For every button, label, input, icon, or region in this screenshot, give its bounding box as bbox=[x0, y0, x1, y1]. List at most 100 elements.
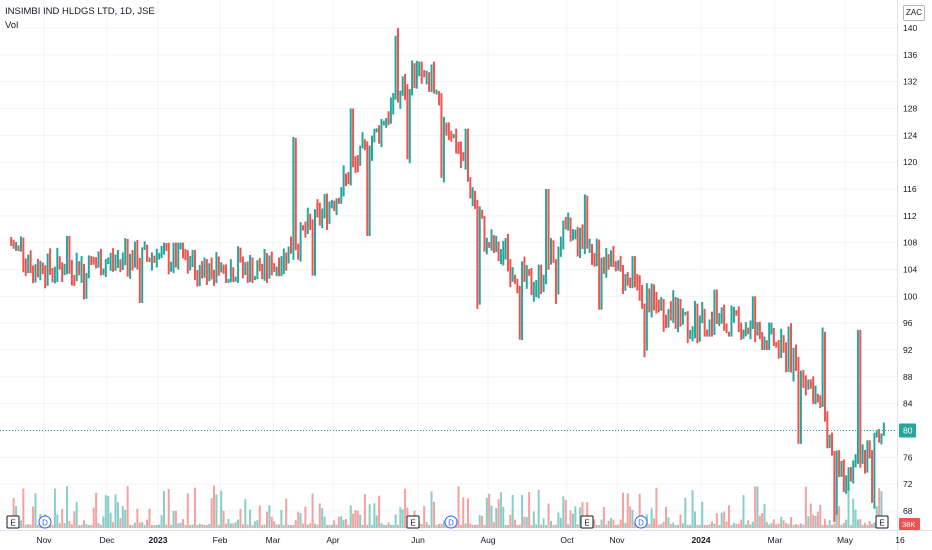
currency-button[interactable]: ZAC bbox=[903, 5, 925, 21]
dividend-marker-circle bbox=[634, 515, 648, 529]
volume-bar bbox=[129, 524, 132, 528]
volume-bar bbox=[56, 514, 59, 528]
volume-bar bbox=[564, 499, 567, 528]
volume-bar bbox=[61, 508, 64, 528]
volume-bar bbox=[838, 506, 841, 528]
dividend-marker[interactable]: D bbox=[634, 515, 648, 529]
symbol-title: INSIMBI IND HLDGS LTD, 1D, JSE bbox=[5, 6, 155, 17]
volume-bar bbox=[650, 508, 653, 528]
volume-bar bbox=[617, 524, 620, 528]
volume-bar bbox=[523, 516, 526, 528]
volume-bar bbox=[22, 488, 25, 528]
volume-bar bbox=[557, 512, 560, 528]
price-tick-label: 92 bbox=[903, 345, 913, 355]
volume-bar bbox=[73, 511, 76, 528]
volume-bar bbox=[19, 520, 22, 528]
dividend-marker[interactable]: D bbox=[38, 515, 52, 529]
volume-bar bbox=[554, 524, 557, 528]
volume-bar bbox=[304, 506, 307, 528]
earnings-marker[interactable]: E bbox=[580, 515, 594, 529]
volume-bar bbox=[698, 524, 701, 528]
volume-bar bbox=[826, 524, 829, 528]
price-tick-label: 96 bbox=[903, 318, 913, 328]
price-tick-label: 112 bbox=[903, 211, 917, 221]
volume-bar bbox=[306, 524, 309, 528]
volume-bar bbox=[371, 524, 373, 528]
volume-bar bbox=[720, 512, 723, 528]
volume-bar bbox=[114, 494, 117, 528]
volume-bar bbox=[481, 515, 484, 528]
volume-bar bbox=[299, 513, 302, 528]
volume-bar bbox=[537, 489, 540, 528]
volume-bar bbox=[186, 493, 189, 528]
volume-bar bbox=[220, 490, 223, 528]
volume-bar bbox=[763, 504, 766, 528]
volume-bar bbox=[437, 524, 440, 528]
volume-bar bbox=[287, 524, 290, 528]
volume-bar bbox=[246, 524, 249, 528]
volume-bar bbox=[294, 520, 297, 528]
volume-bar bbox=[730, 524, 733, 528]
dividend-marker-label: D bbox=[448, 519, 454, 528]
earnings-marker[interactable]: E bbox=[875, 515, 889, 529]
price-axis[interactable]: 68 72 76 80 84 88 92 96 100 104 108 112 116 120 124 128… bbox=[903, 23, 917, 516]
volume-bar bbox=[864, 522, 866, 528]
volume-bar bbox=[368, 504, 371, 528]
time-tick-label: Mar bbox=[266, 535, 281, 545]
volume-bar bbox=[326, 524, 328, 528]
volume-bar bbox=[780, 516, 783, 528]
time-tick-label: Apr bbox=[326, 535, 339, 545]
volume-bar bbox=[318, 503, 321, 528]
volume-bar bbox=[728, 505, 731, 528]
earnings-marker[interactable]: E bbox=[406, 515, 420, 529]
dividend-marker-label: D bbox=[42, 519, 48, 528]
volume-bar bbox=[316, 524, 319, 528]
volume-bar bbox=[466, 498, 469, 528]
volume-bar bbox=[133, 522, 136, 528]
volume-bar bbox=[290, 524, 292, 528]
volume-bar bbox=[278, 524, 280, 528]
volume-bar bbox=[516, 524, 519, 528]
volume-bar bbox=[859, 519, 862, 528]
price-tick-label: 100 bbox=[903, 291, 917, 301]
volume-bar bbox=[213, 485, 216, 528]
volume-bar bbox=[610, 517, 613, 528]
time-axis[interactable]: Nov Dec 2023 Feb Mar Apr Jun Aug Oct Nov 2024 Mar Ma… bbox=[36, 535, 905, 545]
volume-bar bbox=[735, 523, 738, 528]
volume-bar bbox=[686, 524, 689, 528]
volume-bar bbox=[361, 524, 364, 528]
volume-bar bbox=[136, 508, 139, 528]
volume-bar bbox=[184, 524, 187, 528]
volume-bar bbox=[29, 524, 32, 528]
volume-bar bbox=[58, 523, 61, 528]
earnings-marker[interactable]: E bbox=[6, 515, 20, 529]
volume-bar bbox=[476, 524, 479, 528]
volume-bar bbox=[66, 486, 69, 528]
volume-bar bbox=[363, 493, 366, 528]
volume-bar bbox=[378, 495, 381, 528]
volume-bar bbox=[34, 493, 37, 528]
volume-bar bbox=[725, 521, 728, 528]
volume-bar bbox=[768, 524, 771, 528]
volume-bar bbox=[547, 503, 550, 528]
volume-bar bbox=[802, 524, 805, 528]
volume-bar bbox=[579, 507, 582, 528]
ohlc-bars bbox=[10, 28, 885, 523]
volume-bar bbox=[337, 516, 340, 528]
volume-bar bbox=[598, 524, 601, 528]
volume-bar bbox=[203, 524, 206, 528]
volume-bar bbox=[812, 514, 815, 528]
volume-bar bbox=[251, 524, 254, 528]
volume-bar bbox=[689, 524, 692, 528]
volume-bar bbox=[655, 487, 658, 528]
volume-bar bbox=[387, 522, 390, 528]
volume-bar bbox=[249, 509, 252, 528]
volume-bar bbox=[657, 524, 660, 528]
volume-bar bbox=[428, 524, 431, 528]
volume-bar bbox=[840, 524, 843, 528]
volume-badge bbox=[899, 518, 920, 530]
dividend-marker[interactable]: D bbox=[444, 515, 458, 529]
volume-bar bbox=[345, 519, 347, 528]
